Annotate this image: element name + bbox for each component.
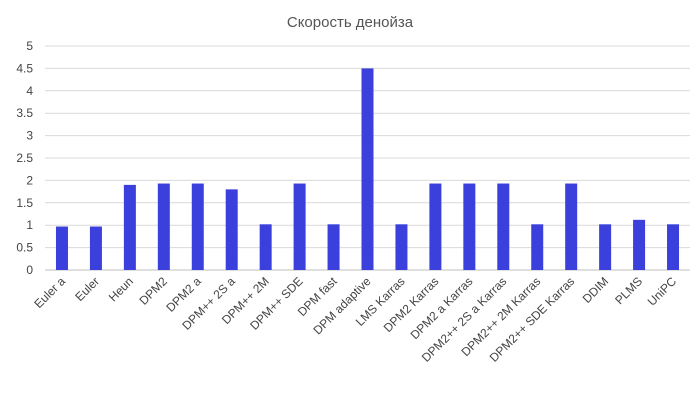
x-tick-label: Euler a xyxy=(31,274,68,311)
bars xyxy=(55,68,680,271)
bar-euler-a xyxy=(55,226,68,270)
y-tick-label: 2 xyxy=(26,173,33,187)
y-tick-label: 4 xyxy=(26,84,33,98)
y-tick-label: 3.5 xyxy=(16,106,33,120)
bar-dpm-2s-a xyxy=(225,189,238,270)
x-tick-label: UniPC xyxy=(645,274,680,309)
y-tick-label: 0.5 xyxy=(16,241,33,255)
bar-dpm-2m xyxy=(259,224,272,270)
bar-dpm2-sde-karras xyxy=(565,183,578,270)
bar-heun xyxy=(123,184,136,270)
y-tick-label: 0 xyxy=(26,263,33,277)
bar-lms-karras xyxy=(395,224,408,270)
y-tick-label: 5 xyxy=(26,39,33,53)
bar-ddim xyxy=(599,224,612,270)
bar-dpm2-a-karras xyxy=(463,183,476,270)
x-tick-label: PLMS xyxy=(612,274,645,307)
bar-dpm2-2m-karras xyxy=(531,224,544,270)
bar-dpm2-2s-a-karras xyxy=(497,183,510,270)
chart-title: Скорость денойза xyxy=(286,14,414,31)
bar-dpm-sde xyxy=(293,183,306,270)
bar-dpm2-a xyxy=(191,183,204,270)
y-axis-ticks: 0 0.5 1 1.5 2 2.5 3 3.5 4 4.5 5 xyxy=(16,39,33,277)
y-tick-label: 1 xyxy=(26,218,33,232)
x-tick-label: Heun xyxy=(106,274,136,304)
bar-dpm-adaptive xyxy=(361,68,374,271)
y-tick-label: 4.5 xyxy=(16,61,33,75)
y-tick-label: 2.5 xyxy=(16,151,33,165)
y-tick-label: 3 xyxy=(26,129,33,143)
y-tick-label: 1.5 xyxy=(16,196,33,210)
x-tick-label: DDIM xyxy=(580,274,612,306)
bar-unipc xyxy=(667,224,680,270)
bar-dpm2 xyxy=(157,183,170,270)
bar-dpm-fast xyxy=(327,224,340,270)
bar-plms xyxy=(633,219,646,270)
x-tick-label: Euler xyxy=(72,274,102,304)
bar-dpm2-karras xyxy=(429,183,442,270)
bar-euler xyxy=(89,226,102,270)
